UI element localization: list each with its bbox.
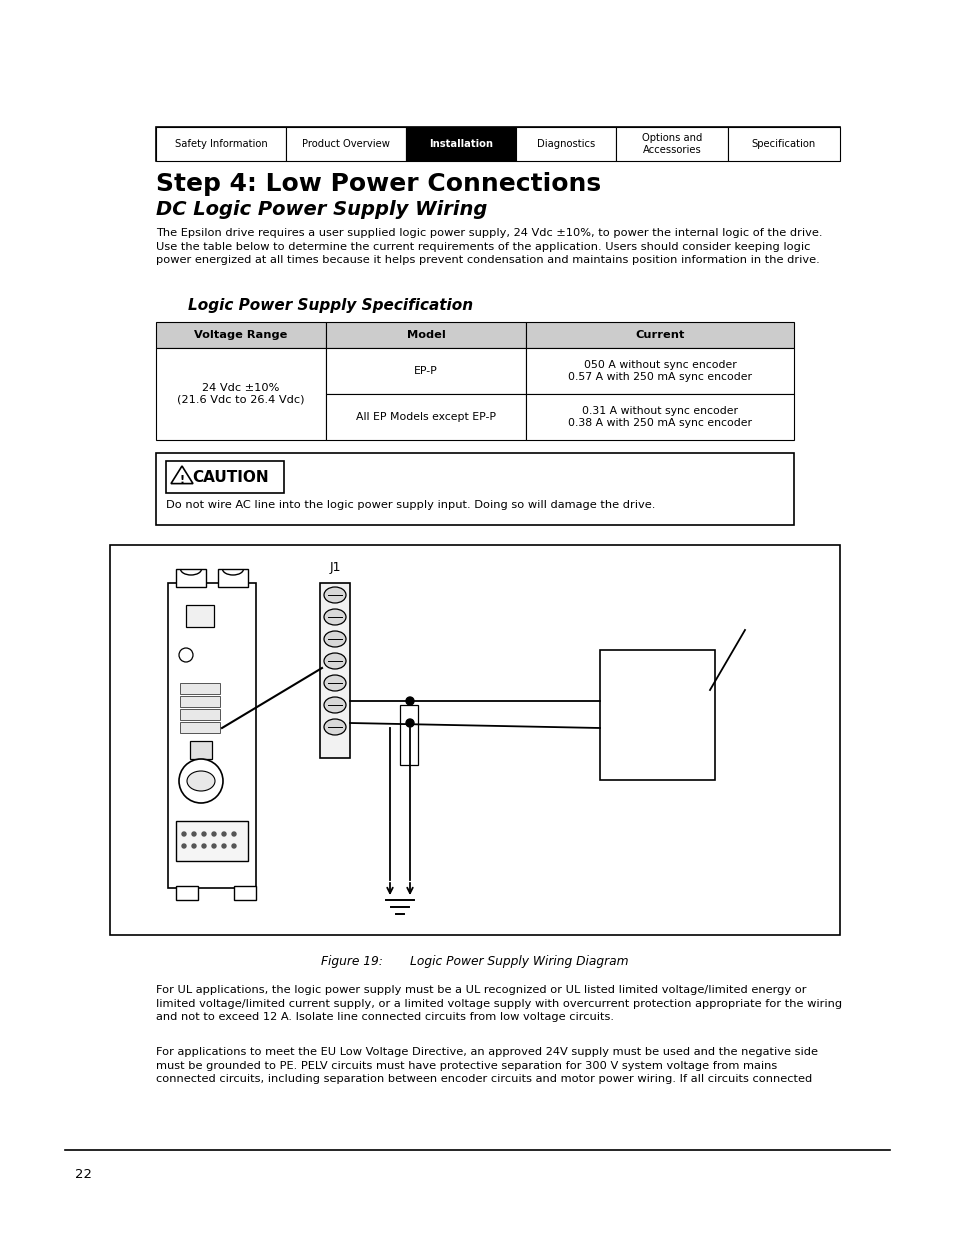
Bar <box>168 583 255 888</box>
Circle shape <box>406 719 414 727</box>
Bar <box>319 583 350 758</box>
Ellipse shape <box>324 697 346 713</box>
Circle shape <box>222 832 226 836</box>
Bar <box>156 127 286 161</box>
Bar <box>166 461 284 493</box>
Circle shape <box>232 844 235 848</box>
Ellipse shape <box>324 631 346 647</box>
Text: Step 4: Low Power Connections: Step 4: Low Power Connections <box>156 172 600 196</box>
Text: Voltage Range: Voltage Range <box>194 330 288 340</box>
Bar <box>326 348 525 394</box>
Text: 22: 22 <box>75 1168 91 1181</box>
Bar <box>406 127 516 161</box>
Bar <box>175 569 206 587</box>
Text: Logic Power Supply Specification: Logic Power Supply Specification <box>188 298 473 312</box>
Ellipse shape <box>187 771 214 790</box>
Text: Installation: Installation <box>429 140 493 149</box>
Bar <box>616 127 727 161</box>
Ellipse shape <box>324 609 346 625</box>
Text: !: ! <box>179 475 184 485</box>
Text: Figure 19:       Logic Power Supply Wiring Diagram: Figure 19: Logic Power Supply Wiring Dia… <box>321 955 628 968</box>
Bar <box>516 127 616 161</box>
Bar <box>326 322 525 348</box>
Text: 0.31 A without sync encoder
0.38 A with 250 mA sync encoder: 0.31 A without sync encoder 0.38 A with … <box>567 406 751 427</box>
Circle shape <box>182 832 186 836</box>
Bar <box>110 545 840 935</box>
Bar <box>156 322 326 348</box>
Text: 050 A without sync encoder
0.57 A with 250 mA sync encoder: 050 A without sync encoder 0.57 A with 2… <box>567 361 751 382</box>
Bar <box>186 605 213 627</box>
Bar <box>599 650 714 781</box>
Bar <box>727 127 840 161</box>
Text: Current: Current <box>635 330 684 340</box>
Circle shape <box>212 844 215 848</box>
Text: 24 Vdc ±10%
(21.6 Vdc to 26.4 Vdc): 24 Vdc ±10% (21.6 Vdc to 26.4 Vdc) <box>177 383 304 405</box>
Text: EP-P: EP-P <box>414 366 437 375</box>
Bar <box>525 322 793 348</box>
Text: DC Logic Power Supply Wiring: DC Logic Power Supply Wiring <box>156 200 487 219</box>
Ellipse shape <box>324 587 346 603</box>
Circle shape <box>202 832 206 836</box>
Circle shape <box>212 832 215 836</box>
Ellipse shape <box>324 653 346 669</box>
Bar <box>180 709 220 720</box>
Text: J1: J1 <box>329 561 340 573</box>
Bar <box>233 885 255 900</box>
Bar <box>525 394 793 440</box>
Text: Do not wire AC line into the logic power supply input. Doing so will damage the : Do not wire AC line into the logic power… <box>166 500 655 510</box>
Circle shape <box>192 844 195 848</box>
Bar <box>218 569 248 587</box>
Text: Model: Model <box>406 330 445 340</box>
Bar <box>180 683 220 694</box>
Circle shape <box>182 844 186 848</box>
Text: For UL applications, the logic power supply must be a UL recognized or UL listed: For UL applications, the logic power sup… <box>156 986 841 1023</box>
Text: Product Overview: Product Overview <box>302 140 390 149</box>
Circle shape <box>222 844 226 848</box>
Circle shape <box>179 648 193 662</box>
Bar <box>180 697 220 706</box>
Bar <box>175 821 248 861</box>
Ellipse shape <box>324 676 346 692</box>
Text: For applications to meet the EU Low Voltage Directive, an approved 24V supply mu: For applications to meet the EU Low Volt… <box>156 1047 817 1084</box>
Text: Specification: Specification <box>751 140 815 149</box>
Bar <box>156 127 840 161</box>
Bar <box>190 741 212 760</box>
Bar <box>156 453 793 525</box>
Polygon shape <box>171 466 193 484</box>
Bar <box>399 705 417 764</box>
Bar <box>156 348 326 440</box>
Text: Safety Information: Safety Information <box>174 140 267 149</box>
Circle shape <box>202 844 206 848</box>
Bar <box>180 722 220 734</box>
Bar <box>326 394 525 440</box>
Text: The Epsilon drive requires a user supplied logic power supply, 24 Vdc ±10%, to p: The Epsilon drive requires a user suppli… <box>156 228 821 266</box>
Ellipse shape <box>324 719 346 735</box>
Bar <box>286 127 406 161</box>
Circle shape <box>192 832 195 836</box>
Circle shape <box>179 760 223 803</box>
Text: Options and
Accessories: Options and Accessories <box>641 133 701 154</box>
Text: Diagnostics: Diagnostics <box>537 140 595 149</box>
Bar <box>525 348 793 394</box>
Text: CAUTION: CAUTION <box>193 469 269 484</box>
Circle shape <box>406 697 414 705</box>
Text: All EP Models except EP-P: All EP Models except EP-P <box>355 412 496 422</box>
Circle shape <box>232 832 235 836</box>
Bar <box>175 885 198 900</box>
